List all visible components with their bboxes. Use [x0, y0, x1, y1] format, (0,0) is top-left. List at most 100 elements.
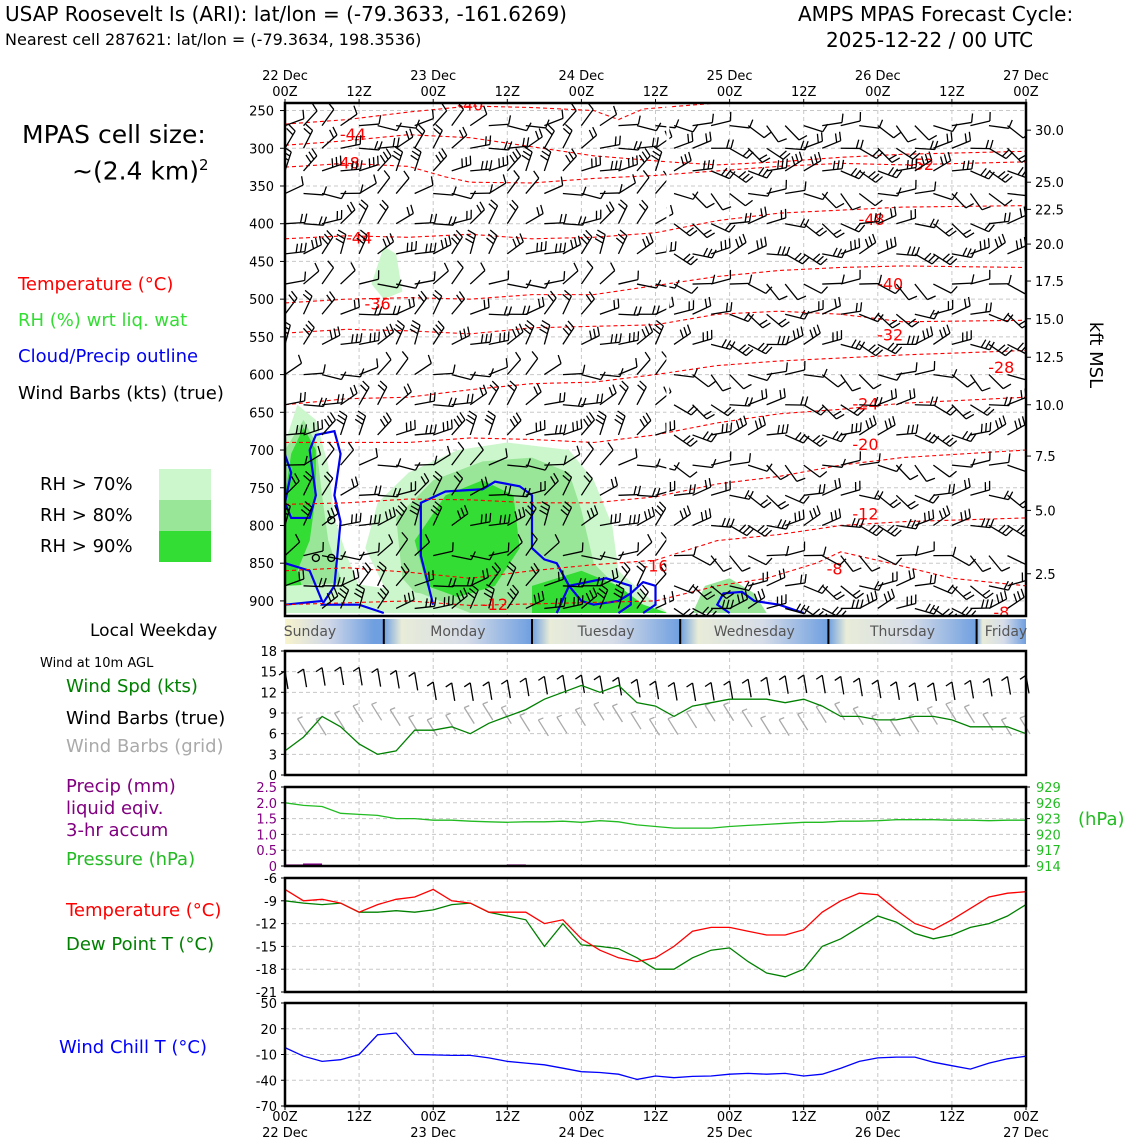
wind-barb-shaft: [821, 486, 841, 496]
wind-barb: [729, 343, 754, 357]
wind-barb-flag: [943, 154, 948, 164]
wind-barb-flag: [489, 368, 495, 378]
wind-barb-flag: [780, 474, 789, 481]
temperature-contour-7: [285, 396, 1026, 444]
wind-barb-shaft: [895, 313, 913, 328]
wind-barb-flag: [706, 594, 716, 601]
wind-barb-flag: [729, 341, 736, 350]
wind-barb: [488, 270, 510, 285]
wind-barb: [747, 588, 766, 609]
true-wind-barb-flag: [834, 675, 842, 681]
panel-ytick-label: -15: [256, 940, 277, 955]
wind-barb-flag: [321, 237, 329, 245]
wind-barb-shaft: [395, 391, 412, 406]
wind-barb-flag: [924, 153, 929, 163]
wind-barb-flag: [968, 558, 977, 566]
wind-barb-flag: [311, 103, 318, 112]
wind-barb-flag: [812, 253, 821, 261]
wind-barb-shaft: [433, 192, 454, 196]
wind-barb-flag: [329, 129, 335, 139]
wind-barb-flag: [642, 170, 650, 178]
wind-barb-shaft: [673, 192, 694, 200]
wind-barb-flag: [761, 588, 766, 598]
wind-barb-shaft: [581, 217, 601, 225]
wind-barb-flag: [722, 589, 731, 597]
xs-ytick-label: 850: [249, 557, 274, 572]
wind-barb-flag: [883, 593, 888, 603]
wind-barb-flag: [465, 418, 475, 425]
wind-barb-shaft: [636, 386, 647, 406]
wind-barb-shaft: [729, 598, 748, 610]
wind-barb-shaft: [655, 428, 675, 436]
wind-barb-shaft: [729, 282, 750, 285]
wind-barb-shaft: [359, 522, 380, 527]
wind-barb-shaft: [599, 270, 616, 285]
wind-barb-flag: [317, 421, 319, 431]
wind-barb-shaft: [803, 140, 823, 149]
wind-barb-flag: [627, 158, 630, 168]
legend-rh: RH (%) wrt liq. wat: [18, 310, 188, 331]
wind-barb-flag: [608, 386, 614, 396]
temperature-contour-label-7: -40: [877, 274, 903, 293]
wind-barb-flag: [522, 305, 526, 315]
wind-barb-flag: [582, 233, 591, 242]
wind-barb-flag: [505, 448, 508, 458]
wind-barb-flag: [723, 567, 732, 572]
wind-barb: [673, 584, 699, 594]
pressure-rtick-label: 926: [1036, 797, 1061, 812]
wind-barb: [877, 524, 902, 537]
wind-barb-flag: [777, 519, 783, 528]
wind-barb-flag: [375, 448, 379, 458]
wind-barb-flag: [385, 351, 392, 361]
panel-ytick-label: 18: [260, 645, 277, 660]
true-wind-barb: [543, 676, 548, 695]
wind-barb-shaft: [840, 343, 861, 351]
xs-rtick-label: 22.5: [1035, 203, 1064, 218]
wind-barb-shaft: [321, 512, 339, 526]
wind-barb-flag: [1016, 591, 1022, 600]
wind-barb: [507, 279, 532, 289]
wind-barb-flag: [682, 608, 691, 616]
wind-barb: [395, 351, 409, 375]
wind-barb-shaft: [970, 459, 990, 466]
wind-barb-shaft: [1007, 283, 1026, 295]
wind-barb-shaft: [285, 118, 305, 127]
wind-barb-flag: [596, 393, 599, 404]
grid-wind-barb: [296, 718, 309, 736]
wind-barb-shaft: [784, 125, 800, 141]
wind-barb-shaft: [377, 331, 394, 345]
wind-barb-shaft: [951, 555, 970, 567]
wind-barb-flag: [962, 229, 972, 236]
wind-barb-shaft: [951, 282, 972, 285]
wind-barb-flag: [311, 148, 318, 157]
wind-barb-flag: [878, 582, 884, 591]
wind-barb-shaft: [618, 147, 639, 151]
wind-barb-flag: [610, 160, 614, 171]
wind-barb-flag: [777, 246, 782, 255]
wind-barb-shaft: [673, 404, 692, 416]
wind-barb-flag: [559, 214, 563, 224]
weekday-label-2: Tuesday: [577, 624, 635, 640]
wind-barb: [465, 229, 477, 255]
wind-barb: [840, 269, 861, 285]
wind-barb: [340, 568, 360, 587]
wind-barb-shaft: [470, 373, 491, 378]
wind-barb-shaft: [488, 550, 509, 557]
wind-barb: [785, 574, 807, 587]
wind-barb-flag: [487, 298, 490, 308]
wind-barb-flag: [613, 300, 616, 310]
wind-barb-shaft: [451, 334, 470, 345]
wind-barb-shaft: [377, 591, 390, 609]
true-wind-barb: [858, 678, 863, 697]
wind-barb-flag: [318, 577, 323, 587]
wind-barb-flag: [384, 511, 389, 521]
wind-barb-flag: [1000, 592, 1004, 602]
wind-barb-flag: [470, 393, 474, 403]
wind-barb-flag: [760, 238, 763, 248]
grid-wind-barb-flag: [575, 707, 581, 711]
wind-barb-shaft: [766, 147, 784, 160]
true-wind-barb-flag: [519, 677, 527, 683]
wind-barb-shaft: [581, 373, 601, 381]
wind-barb-shaft: [803, 607, 816, 616]
wind-barb-flag: [857, 408, 865, 416]
